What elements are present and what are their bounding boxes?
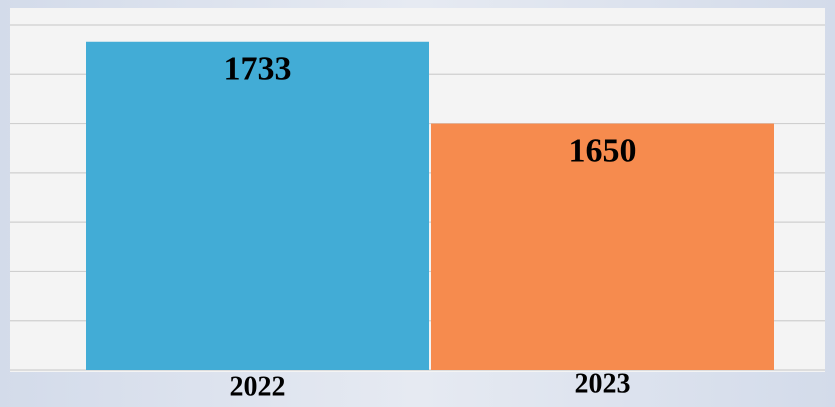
bar (86, 41, 429, 370)
data-label: 1650 (569, 132, 637, 169)
data-label: 1733 (224, 51, 292, 88)
bar (431, 123, 774, 370)
x-tick-label: 2022 (230, 371, 286, 402)
x-tick-label: 2023 (575, 368, 631, 399)
